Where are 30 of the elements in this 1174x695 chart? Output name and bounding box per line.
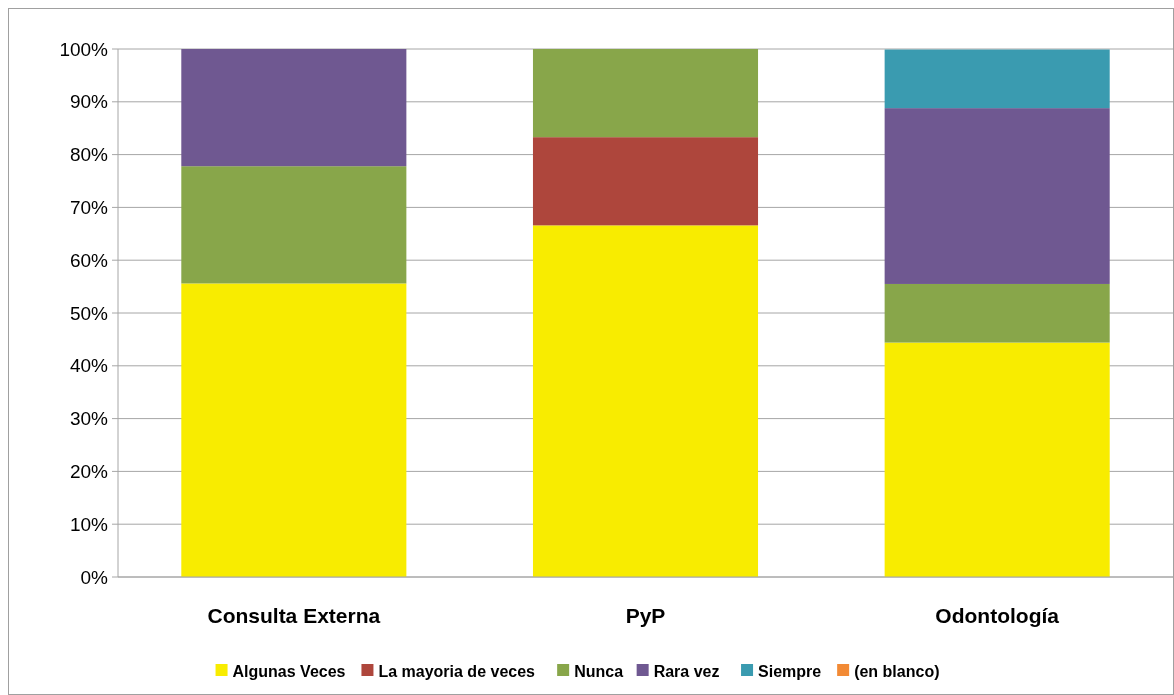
y-tick-label: 100% xyxy=(59,38,109,60)
y-tick-label: 30% xyxy=(69,408,109,430)
legend-label: Siempre xyxy=(758,662,822,680)
bar xyxy=(884,342,1110,577)
x-tick-label: Consulta Externa xyxy=(207,604,381,627)
bar xyxy=(884,283,1110,343)
bar xyxy=(181,283,407,577)
x-tick-label: PyP xyxy=(625,604,666,627)
bar xyxy=(181,49,407,167)
y-tick-label: 60% xyxy=(69,249,109,271)
y-tick-label: 20% xyxy=(69,461,109,483)
y-tick-label: 70% xyxy=(69,197,109,219)
legend-label: Rara vez xyxy=(653,662,720,680)
bar xyxy=(532,49,759,138)
y-tick-label: 50% xyxy=(69,302,109,324)
bar xyxy=(532,225,759,577)
legend-label: La mayoria de veces xyxy=(378,662,536,680)
y-tick-label: 90% xyxy=(69,91,109,113)
legend-label: Algunas Veces xyxy=(232,662,346,680)
bar xyxy=(884,108,1110,284)
bar xyxy=(884,49,1110,109)
bar xyxy=(532,137,759,226)
y-tick-label: 0% xyxy=(80,566,109,588)
bar xyxy=(181,166,407,284)
legend-label: (en blanco) xyxy=(854,662,940,680)
x-tick-label: Odontología xyxy=(935,604,1060,627)
y-tick-label: 10% xyxy=(69,513,109,535)
y-tick-label: 80% xyxy=(69,144,109,166)
y-tick-label: 40% xyxy=(69,355,109,377)
legend-label: Nunca xyxy=(574,662,624,680)
